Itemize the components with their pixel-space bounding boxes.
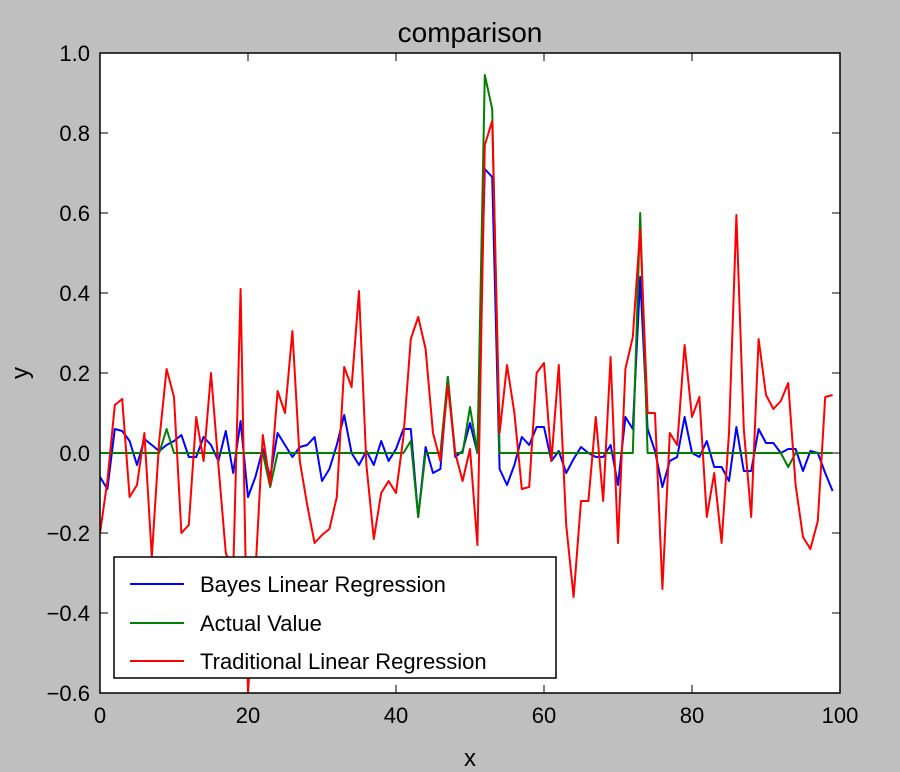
x-tick-label: 40 xyxy=(384,703,408,728)
legend-label-2: Actual Value xyxy=(200,611,322,636)
x-tick-label: 80 xyxy=(680,703,704,728)
y-axis-ticks: −0.6 −0.4 −0.2 0.0 0.2 0.4 0.6 0.8 1.0 xyxy=(47,41,840,706)
y-tick-label: 1.0 xyxy=(59,41,90,66)
y-tick-label: 0.2 xyxy=(59,361,90,386)
legend-box xyxy=(113,556,557,679)
series-lines xyxy=(100,74,834,693)
x-axis-label: x xyxy=(464,745,476,772)
y-tick-label: 0.0 xyxy=(59,441,90,466)
x-tick-label: 20 xyxy=(236,703,260,728)
y-tick-label: 0.4 xyxy=(59,281,90,306)
legend-label-1: Bayes Linear Regression xyxy=(200,572,446,597)
y-tick-label: −0.4 xyxy=(47,601,90,626)
y-tick-label: −0.6 xyxy=(47,681,90,706)
legend: Bayes Linear Regression Actual Value Tradi… xyxy=(113,556,557,679)
x-tick-label: 60 xyxy=(532,703,556,728)
y-tick-label: 0.8 xyxy=(59,121,90,146)
x-tick-label: 0 xyxy=(94,703,106,728)
series-line-2 xyxy=(100,74,833,518)
y-tick-label: 0.6 xyxy=(59,201,90,226)
series-line-3 xyxy=(100,120,833,693)
x-tick-label: 100 xyxy=(822,703,859,728)
x-axis-ticks: 0 20 40 60 80 100 xyxy=(94,53,858,728)
legend-label-3: Traditional Linear Regression xyxy=(200,649,487,674)
chart-title: comparison xyxy=(398,17,543,48)
y-tick-label: −0.2 xyxy=(47,521,90,546)
plot-frame xyxy=(99,52,841,694)
y-axis-label: y xyxy=(7,367,34,379)
